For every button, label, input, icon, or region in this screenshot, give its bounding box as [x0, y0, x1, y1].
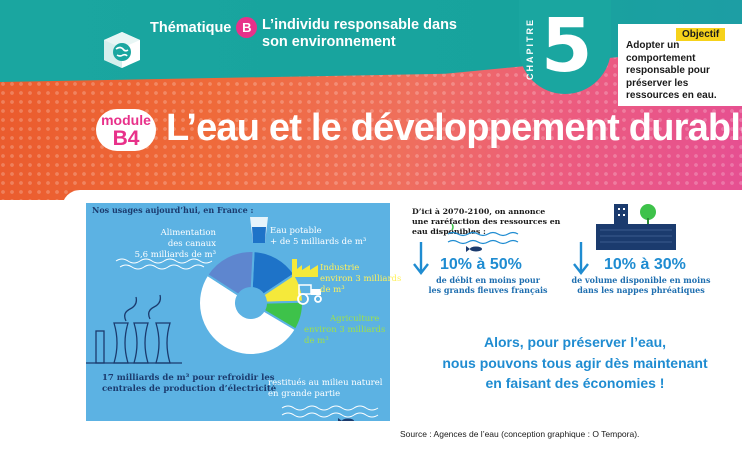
thematique-word: Thématique [150, 19, 232, 36]
tractor-icon [297, 284, 322, 305]
canaux-label-line-1: Alimentation [160, 228, 216, 238]
agriculture-label-line-2: environ 3 milliards [304, 325, 386, 335]
river-fish-icon [447, 223, 519, 252]
thematique-letter-badge: B [236, 17, 258, 38]
usage-donut-chart [198, 250, 305, 356]
groundwater-decline-desc-line-2: dans les nappes phréatiques [577, 285, 705, 295]
cta-line-3: en faisant des économies ! [485, 375, 665, 391]
objective-tag: Objectif [676, 28, 726, 41]
canaux-label-line-3: 5,6 milliards de m³ [134, 250, 216, 260]
infographic-title: Nos usages aujourd’hui, en France : [92, 205, 254, 215]
module-badge: module B4 [96, 109, 156, 151]
restitues-label-line-1: restitués au milieu naturel [268, 378, 383, 388]
centrales-label: 17 milliards de m³ pour refroidir les ce… [102, 373, 276, 395]
centrales-label-line-2: centrales de production d’électricité [102, 384, 277, 394]
module-word: module [101, 112, 151, 128]
groundwater-decline-percent: 10% à 30% [604, 256, 686, 273]
objective-text: Adopter un comportement responsable pour… [626, 40, 717, 101]
potable-label-line-2: + de 5 milliards de m³ [270, 237, 367, 247]
agriculture-label: Agriculture environ 3 milliards de m³ [304, 314, 385, 347]
industrie-label: Industrie environ 3 milliards de m³ [320, 263, 401, 296]
chapter-tab [519, 0, 611, 94]
canaux-label: Alimentation des canaux 5,6 milliards de… [120, 228, 216, 261]
down-arrow-icon [573, 242, 589, 275]
potable-label: Eau potable + de 5 milliards de m³ [270, 226, 366, 248]
groundwater-decline-desc: de volume disponible en moins dans les n… [566, 275, 716, 295]
industrie-label-line-3: de m³ [320, 285, 345, 295]
page-title: L’eau et le développement durable [166, 107, 742, 149]
canaux-label-line-2: des canaux [167, 239, 216, 249]
factory-icon [292, 259, 318, 277]
forecast-title: D’ici à 2070-2100, on annonce une raréfa… [412, 207, 561, 236]
cta-line-2: nous pouvons tous agir dès maintenant [442, 354, 708, 371]
potable-label-line-1: Eau potable [270, 226, 322, 236]
river-waves-icon [281, 405, 379, 418]
call-to-action: Alors, pour préserver l’eau, nous pouvon… [410, 332, 740, 394]
water-glass-icon [250, 217, 268, 243]
river-decline-percent: 10% à 50% [440, 256, 522, 273]
down-arrow-icon [413, 242, 429, 275]
centrales-label-line-1: 17 milliards de m³ pour refroidir les [102, 373, 275, 383]
river-decline-desc-line-2: les grands fleuves français [428, 285, 548, 295]
chapter-number: 5 [541, 3, 593, 89]
river-decline-desc-line-1: de débit en moins pour [436, 275, 540, 285]
restitues-label-line-2: en grande partie [268, 389, 341, 399]
source-credit: Source : Agences de l’eau (conception gr… [400, 429, 640, 439]
restitues-label: restitués au milieu naturel en grande pa… [268, 378, 382, 400]
industrie-label-line-1: Industrie [320, 263, 360, 273]
chapter-label: CHAPITRE [525, 17, 535, 80]
donut-segment-4 [205, 250, 255, 297]
canal-waves-icon [115, 258, 213, 270]
cta-line-1: Alors, pour préserver l’eau, [483, 334, 667, 350]
globe-cube-icon [104, 32, 140, 68]
agriculture-label-line-1: Agriculture [330, 314, 380, 324]
river-decline-desc: de débit en moins pour les grands fleuve… [418, 275, 558, 295]
groundwater-city-icon [596, 204, 676, 250]
donut-segment-3 [198, 273, 298, 356]
thematique-title: L’individu responsable dans son environn… [262, 17, 457, 50]
agriculture-label-line-3: de m³ [304, 336, 329, 346]
thematique-label: Thématique B [150, 17, 262, 38]
industrie-label-line-2: environ 3 milliards [320, 274, 402, 284]
power-plant-icon [86, 294, 182, 364]
infographic-drawing [86, 217, 379, 421]
module-code: B4 [112, 127, 140, 150]
fish-icon [338, 418, 354, 421]
groundwater-decline-desc-line-1: de volume disponible en moins [571, 275, 711, 285]
